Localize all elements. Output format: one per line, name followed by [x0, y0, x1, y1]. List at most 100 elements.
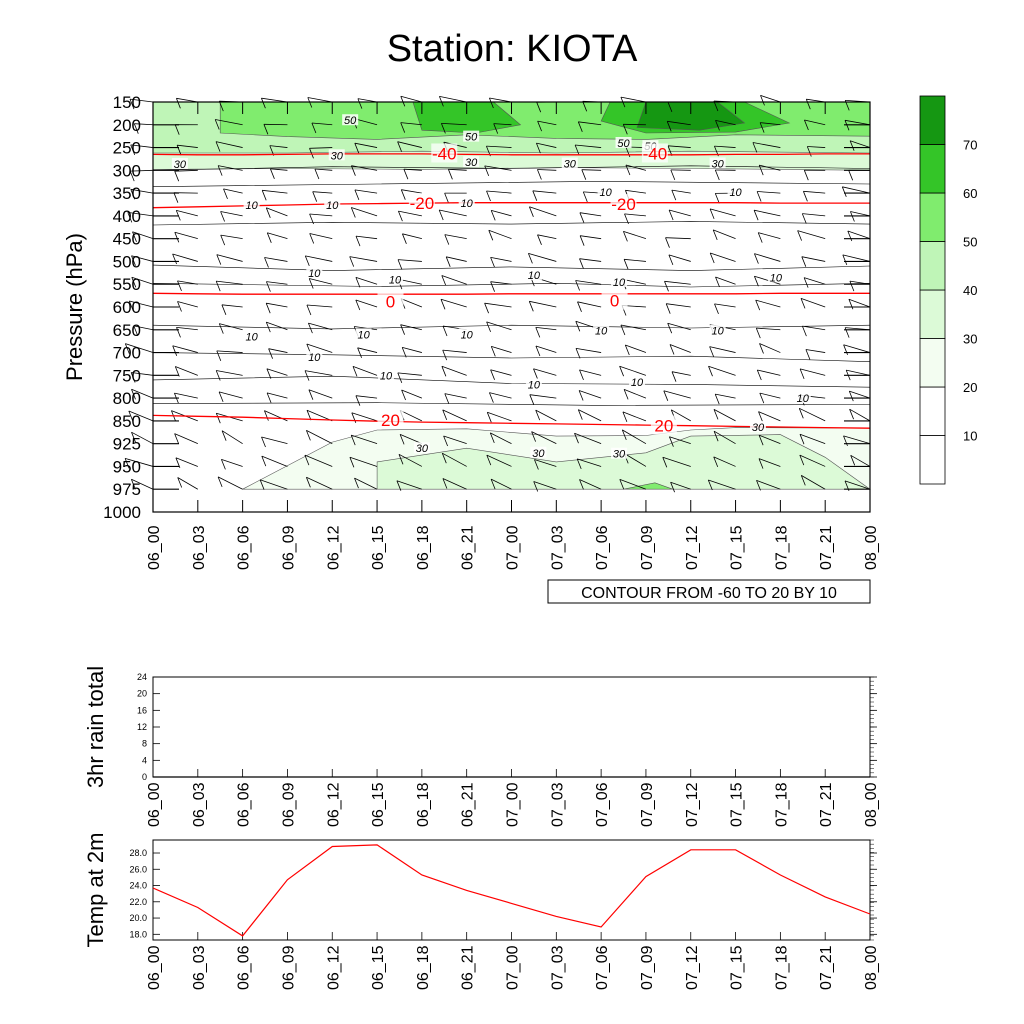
wind-barb-feather	[442, 349, 448, 361]
wind-barb-feather	[756, 480, 761, 491]
speed-label-bg	[727, 186, 744, 198]
wind-barb-feather	[848, 390, 854, 402]
wind-barb-feather	[131, 389, 136, 400]
wind-barb-feather	[306, 430, 311, 441]
wind-barb-feather	[575, 348, 581, 359]
wind-barb	[759, 343, 781, 353]
wind-barb-feather	[713, 431, 719, 442]
llj-core-50	[623, 482, 673, 490]
wind-barb-feather	[535, 327, 541, 338]
wind-barb-feather	[448, 169, 453, 180]
wind-barb-feather	[755, 299, 761, 311]
wind-barb-feather	[221, 459, 226, 470]
x-tick-label: 07_00	[505, 525, 522, 570]
wind-barb	[757, 369, 781, 376]
wind-barb-feather	[398, 454, 404, 465]
wind-barb	[352, 366, 378, 376]
x-tick-label: 07_06	[594, 782, 611, 827]
wind-barb-feather	[266, 368, 272, 379]
wind-barb	[493, 123, 512, 126]
speed-contour-label: 30	[465, 157, 478, 169]
x-tick-label: 06_18	[415, 782, 432, 827]
wind-barb	[487, 411, 512, 422]
speed-label-bg	[611, 275, 628, 287]
wind-barb-feather	[401, 347, 407, 358]
x-tick-label: 07_15	[729, 525, 746, 570]
wind-barb	[351, 412, 378, 422]
wind-barb-feather	[528, 301, 534, 312]
wind-barb	[221, 459, 243, 467]
wind-barb-feather	[798, 408, 804, 419]
speed-contour-label: 10	[631, 377, 644, 389]
wind-barb	[850, 211, 871, 217]
wind-barb-feather	[304, 370, 310, 381]
wind-barb-feather	[754, 276, 759, 287]
wind-barb	[843, 344, 871, 353]
wind-barb-feather	[756, 191, 762, 202]
wind-barb	[760, 95, 781, 103]
y-tick-label: 650	[113, 321, 141, 340]
speed-label-bg	[597, 186, 614, 198]
wind-barb	[578, 390, 602, 399]
wind-barb-feather	[355, 299, 361, 311]
wind-barb	[269, 145, 288, 148]
wind-barb-feather	[218, 100, 224, 112]
wind-barb	[308, 389, 333, 399]
wind-barb-feather	[576, 458, 582, 470]
wind-barb-feather	[484, 303, 489, 314]
wind-barb-feather	[270, 168, 275, 179]
wind-barb	[844, 119, 871, 126]
wind-barb	[489, 97, 512, 103]
wind-barb-feather	[667, 145, 673, 156]
wind-barb	[312, 191, 333, 194]
wind-barb	[669, 344, 691, 353]
wind-barb	[620, 324, 647, 331]
wind-barb	[397, 372, 422, 376]
wind-barb	[578, 121, 602, 126]
wind-barb-feather	[577, 409, 583, 420]
wind-barb	[715, 120, 736, 126]
wind-barb-feather	[174, 171, 180, 182]
wind-barb-feather	[537, 234, 542, 245]
wind-barb	[842, 254, 871, 262]
wind-barb-feather	[803, 277, 809, 288]
x-tick-label: 07_12	[684, 525, 701, 570]
wind-barb	[270, 168, 288, 171]
x-tick-label: 06_03	[191, 945, 208, 990]
wind-barb-feather	[758, 458, 764, 469]
wind-barb-feather	[312, 191, 318, 202]
y-tick-label: 1000	[103, 503, 141, 522]
wind-barb-feather	[308, 278, 314, 289]
speed-contour-label: 10	[461, 198, 474, 210]
wind-barb	[402, 347, 422, 353]
wind-barb-feather	[579, 369, 584, 381]
wind-barb	[807, 146, 826, 148]
speed-label-bg	[378, 369, 395, 381]
wind-barb	[266, 368, 288, 376]
wind-barb-feather	[400, 96, 406, 107]
colorbar-box	[919, 435, 946, 485]
wind-barb	[351, 207, 378, 217]
wind-barb	[715, 393, 736, 399]
temperature-contour-label: -20	[611, 195, 636, 214]
x-tick-label: 07_00	[505, 782, 522, 827]
wind-barb-feather	[309, 213, 314, 225]
wind-barb	[490, 257, 512, 262]
speed-label-bg	[386, 273, 403, 285]
wind-barb	[124, 458, 154, 467]
temperature-contour-line	[152, 202, 870, 209]
wind-barb	[849, 408, 871, 422]
wind-barb	[402, 233, 422, 240]
wind-barb	[223, 188, 243, 194]
y-tick-label: 16	[137, 705, 147, 715]
wind-barb	[261, 455, 288, 467]
speed-contour-line	[152, 324, 871, 330]
speed-contour-label: 10	[245, 332, 258, 344]
wind-barb	[670, 481, 691, 490]
wind-barb	[218, 165, 243, 171]
wind-barb-feather	[621, 429, 627, 441]
y-tick-label: 450	[113, 230, 141, 249]
y-tick-label: 500	[113, 252, 141, 271]
wind-barb-feather	[760, 95, 765, 106]
wind-barb-feather	[266, 232, 272, 243]
